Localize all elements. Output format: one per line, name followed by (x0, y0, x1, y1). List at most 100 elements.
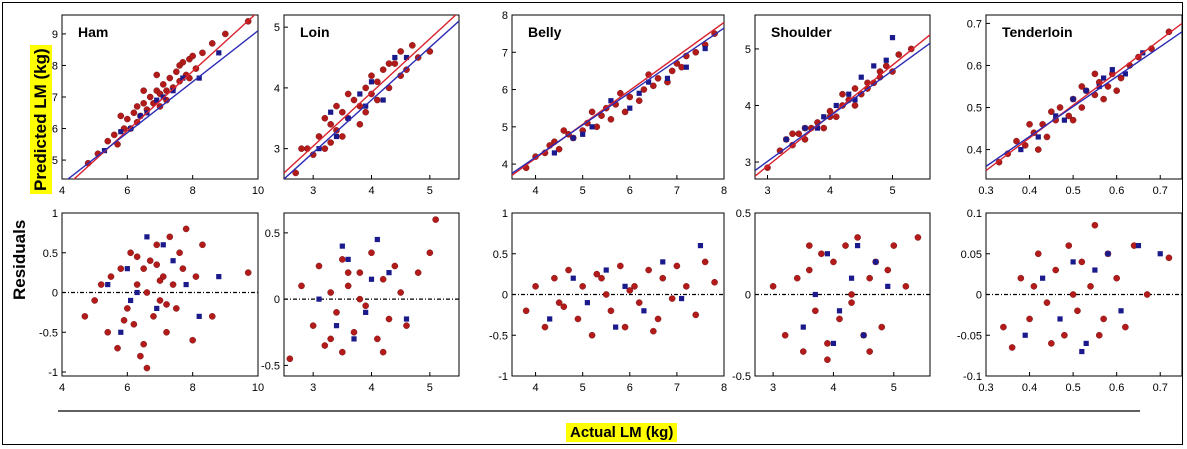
panel-6-x-tick-label: 10 (252, 382, 264, 394)
panel-8-point-circle (593, 270, 601, 278)
panel-7-point-circle (309, 322, 317, 329)
panel-6-x-tick-label: 8 (190, 382, 196, 394)
panel-9-point-square (812, 291, 818, 298)
panel-3-y-tick-label: 5 (502, 122, 508, 134)
panel-6-x-tick-label: 4 (59, 382, 65, 394)
panel-8-x-tick-label: 6 (627, 382, 633, 394)
panel-10-point-circle (1026, 315, 1033, 323)
panel-6-point-circle (140, 265, 147, 272)
panel-4-point-circle (789, 130, 796, 138)
panel-7-point-circle (356, 269, 364, 276)
panel-5-point-circle (1078, 83, 1086, 90)
panel-5-point-circle (1091, 70, 1099, 78)
panel-8-point-square (613, 324, 619, 330)
panel-7-point-square (351, 336, 357, 342)
panel-3-point-circle (555, 145, 563, 153)
panel-10-y-tick-label: 0 (976, 290, 982, 302)
panel-3-fit-line-blue (512, 27, 724, 174)
panel-9-x-tick-label: 5 (891, 382, 897, 394)
panel-9-point-circle (806, 266, 813, 274)
panel-1-point-circle (166, 74, 174, 82)
panel-6-point-circle (153, 261, 161, 268)
panel-7-point-circle (321, 342, 329, 349)
panel-9-point-circle (799, 348, 807, 355)
panel-7-point-circle (385, 315, 393, 323)
panel-7-point-circle (374, 335, 381, 343)
panel-8-point-circle (668, 295, 676, 302)
panel-4-fit-line-blue (755, 42, 930, 172)
panel-6-point-circle (199, 241, 206, 249)
panel-1-point-circle (153, 71, 161, 79)
panel-9-point-circle (890, 242, 898, 249)
panel-9-point-square (861, 332, 867, 338)
panel-2-point-square (403, 54, 410, 61)
panel-3-point-circle (607, 116, 615, 123)
panel-5-point-circle (1117, 74, 1125, 82)
panel-1-point-circle (104, 137, 112, 145)
panel-8-point-circle (711, 278, 718, 286)
panel-2-point-circle (321, 145, 329, 152)
panel-8-point-circle (551, 274, 558, 282)
panel-10-point-circle (1048, 340, 1055, 347)
panel-3-point-circle (640, 86, 648, 93)
panel-10-y-tick-label: -0.05 (957, 330, 982, 342)
panel-2-point-circle (385, 60, 393, 67)
panel-9-point-square (848, 275, 855, 281)
panel-3-point-circle (654, 75, 662, 82)
panel-1-point-square (170, 88, 176, 94)
panel-1-point-square (216, 50, 222, 56)
panel-9-point-circle (866, 274, 873, 282)
panel-1-point-circle (159, 81, 167, 88)
panel-10-point-circle (1100, 315, 1107, 323)
panel-1-point-square (118, 129, 124, 135)
panel-1-point-circle (189, 52, 196, 60)
panel-10-y-tick-label: 0.1 (967, 208, 982, 220)
panel-1-point-circle (208, 40, 216, 47)
panel-8-y-tick-label: 1 (502, 208, 508, 220)
panel-6-point-circle (244, 269, 252, 276)
panel-5-point-square (1101, 75, 1107, 81)
panel-10-point-circle (1113, 274, 1120, 282)
panel-10-x-tick-label: 0.5 (1065, 382, 1080, 394)
panel-8-point-circle (659, 274, 667, 282)
panel-5-point-square (1122, 71, 1128, 77)
panel-1-point-square (154, 97, 160, 103)
panel-2-x-tick-label: 3 (310, 185, 316, 197)
panel-8-point-circle (555, 299, 563, 306)
panel-5-point-square (1070, 96, 1076, 102)
panel-7-x-tick-label: 3 (310, 382, 316, 394)
panel-2-point-circle (368, 90, 375, 98)
panel-3-point-square (608, 98, 614, 104)
panel-6-point-circle (153, 241, 161, 249)
panel-6-point-square (170, 258, 176, 264)
panel-3-point-circle (626, 93, 634, 101)
panel-7-axes-box (283, 212, 460, 377)
panel-2-point-circle (374, 96, 381, 104)
panel-10-point-circle (1061, 331, 1068, 339)
panel-4-point-circle (795, 130, 803, 138)
panel-10-point-circle (1087, 283, 1094, 290)
panel-5-y-tick-label: 0.6 (967, 60, 982, 72)
panel-7-point-circle (432, 216, 439, 223)
panel-6-point-circle (156, 297, 164, 304)
panel-1-y-tick-label: 7 (52, 92, 58, 104)
panel-4-point-square (814, 125, 821, 131)
panel-6-point-circle (97, 281, 105, 288)
panel-5-point-circle (1021, 142, 1029, 149)
panel-3-point-circle (650, 82, 657, 90)
panel-1-x-tick-label: 8 (190, 185, 196, 197)
panel-1-point-circle (133, 103, 141, 110)
panel-2-point-circle (339, 108, 346, 116)
panel-8-point-circle (654, 315, 662, 323)
panel-1-point-circle (124, 115, 131, 123)
panel-10-y-tick-label: 0.05 (961, 249, 982, 261)
panel-1-point-square (196, 75, 202, 81)
panel-2-point-circle (374, 78, 381, 86)
panel-3-point-square (570, 135, 576, 141)
panel-8-point-circle (560, 303, 568, 311)
panel-7-point-circle (344, 282, 352, 290)
panel-4-point-square (833, 102, 839, 109)
panel-5-point-square (1061, 117, 1067, 123)
panel-9-point-circle (769, 283, 777, 290)
panel-8-point-square (641, 308, 647, 314)
